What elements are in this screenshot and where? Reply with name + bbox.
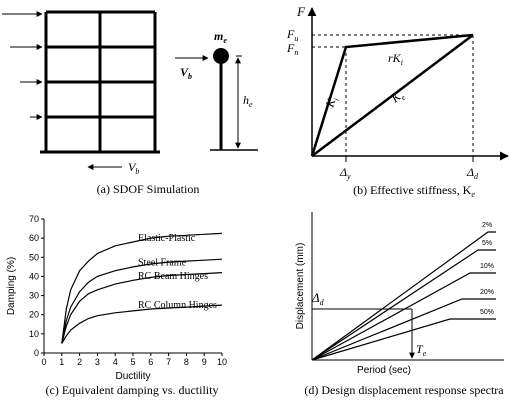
c-xtick-label: 10 xyxy=(217,357,227,367)
lateral-force-arrows xyxy=(2,11,43,120)
damping-chart: 0 10 20 30 40 50 60 70 0 1 2 3 4 5 6 7 8 9 10 Ductility Damp… xyxy=(6,214,227,382)
c-ytick-label: 20 xyxy=(29,310,39,320)
panel-b-effective-stiffness: F Fu Fn rKi Ki Ke Δy Δd (b) Effective st… xyxy=(286,4,509,199)
d-ylabel: Displacement (mm) xyxy=(295,243,306,330)
c-ytick-label: 70 xyxy=(29,214,39,224)
spectrum-label-2: 10% xyxy=(480,263,494,270)
panel-d-spectra: 2% 5% 10% 20% 50% Δd Te Displacement (mm) Pe… xyxy=(295,212,504,397)
c-ytick-label: 30 xyxy=(29,291,39,301)
dy-label: Δy xyxy=(339,165,351,181)
building-frame xyxy=(40,10,160,154)
spectrum-curve-0 xyxy=(311,231,496,361)
force-axis-label: F xyxy=(296,4,306,19)
c-ytick-label: 0 xyxy=(34,348,39,358)
spectrum-label-4: 50% xyxy=(480,309,494,316)
caption-a: (a) SDOF Simulation xyxy=(97,182,200,196)
dd-label: Δd xyxy=(466,165,479,181)
c-xtick-label: 5 xyxy=(130,357,135,367)
base-shear-label-bottom: Vb xyxy=(128,160,139,176)
base-shear-label-top: Vb xyxy=(180,65,192,81)
c-xtick-label: 1 xyxy=(59,357,64,367)
c-ylabel: Damping (%) xyxy=(6,257,17,315)
c-ytick-label: 50 xyxy=(29,252,39,262)
c-ytick-label: 60 xyxy=(29,233,39,243)
te-label: Te xyxy=(416,342,427,358)
c-xtick-label: 3 xyxy=(95,357,100,367)
series-line-3 xyxy=(61,304,223,344)
effective-stiffness-line xyxy=(311,34,474,157)
series-label-3: RC Column Hinges xyxy=(138,300,217,311)
series-label-0: Elastic-Plastic xyxy=(138,233,196,244)
c-xlabel: Ductility xyxy=(115,371,150,382)
ki-label: Ki xyxy=(322,95,341,111)
spectrum-curve-1 xyxy=(311,249,496,361)
panel-c-damping-chart: 0 10 20 30 40 50 60 70 0 1 2 3 4 5 6 7 8 9 10 Ductility Damp… xyxy=(6,214,227,397)
caption-c: (c) Equivalent damping vs. ductility xyxy=(46,383,219,397)
caption-d: (d) Design displacement response spectra xyxy=(304,383,504,397)
panel-a-sdof: Vb me Vb he (a) SDOF Simulation xyxy=(2,10,258,196)
fn-label: Fn xyxy=(286,41,298,57)
series-label-1: Steel Frame xyxy=(138,258,187,269)
c-ytick-label: 10 xyxy=(29,329,39,339)
c-xtick-label: 7 xyxy=(166,357,171,367)
sdof-oscillator xyxy=(175,48,258,151)
mass-label: me xyxy=(214,29,227,45)
spectrum-curve-4 xyxy=(311,318,496,361)
c-xtick-label: 2 xyxy=(77,357,82,367)
delta-d-label: Δd xyxy=(311,290,325,307)
series-line-1 xyxy=(61,258,223,344)
height-label: he xyxy=(243,93,253,109)
rki-label: rKi xyxy=(388,51,403,67)
c-xtick-label: 4 xyxy=(113,357,118,367)
series-line-2 xyxy=(61,272,223,344)
c-ytick-label: 40 xyxy=(29,271,39,281)
spectrum-label-3: 20% xyxy=(480,289,494,296)
bilinear-curve xyxy=(310,33,474,157)
spectrum-curve-3 xyxy=(311,298,496,361)
spectrum-curve-2 xyxy=(311,272,496,361)
series-line-0 xyxy=(61,232,223,344)
series-label-2: RC Beam Hinges xyxy=(138,271,208,282)
spectrum-label-1: 5% xyxy=(482,240,492,247)
dashed-guides-b xyxy=(312,34,474,156)
spectrum-label-0: 2% xyxy=(482,222,492,229)
ke-label: Ke xyxy=(388,87,408,108)
c-xtick-label: 6 xyxy=(148,357,153,367)
spectra-curves: 2% 5% 10% 20% 50% xyxy=(311,222,496,361)
d-xlabel: Period (sec) xyxy=(357,365,411,376)
fu-label: Fu xyxy=(286,27,298,43)
c-xtick-label: 0 xyxy=(41,357,46,367)
caption-b: (b) Effective stiffness, Ke xyxy=(353,183,475,199)
c-xtick-label: 9 xyxy=(202,357,207,367)
c-xtick-label: 8 xyxy=(184,357,189,367)
